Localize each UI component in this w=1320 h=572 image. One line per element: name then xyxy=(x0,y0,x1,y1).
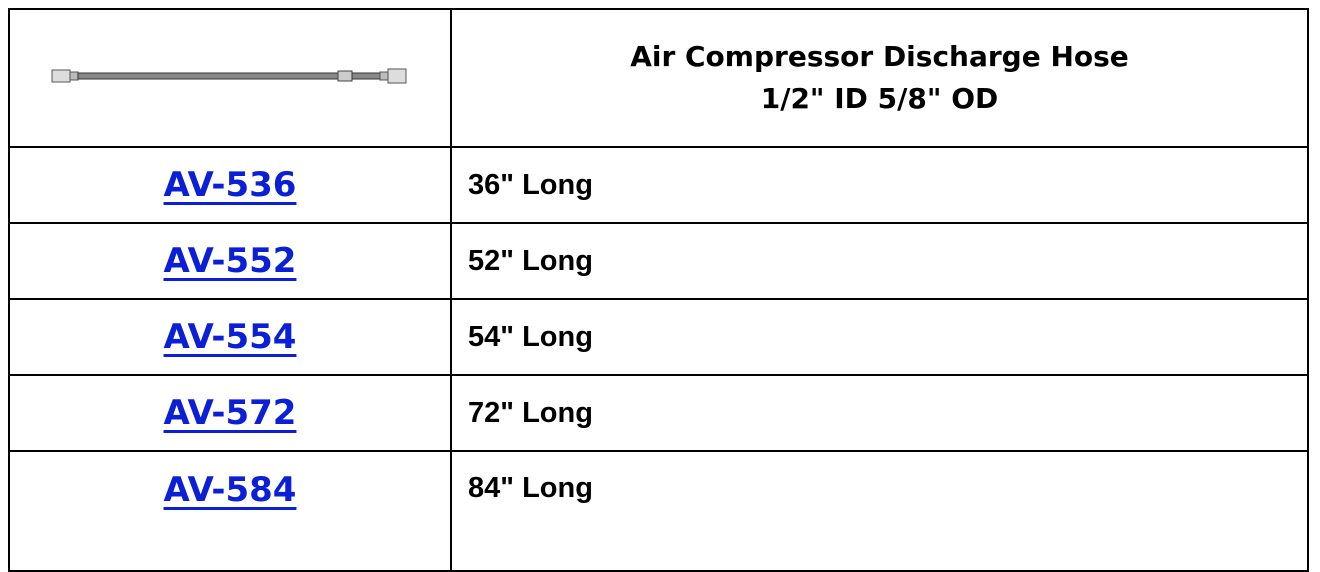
row: AV-572 72" Long xyxy=(9,375,1308,451)
description: 36" Long xyxy=(451,147,1308,223)
part-link[interactable]: AV-536 xyxy=(164,165,297,205)
part-cell: AV-552 xyxy=(9,223,451,299)
part-cell: AV-572 xyxy=(9,375,451,451)
part-cell: AV-584 xyxy=(9,451,451,571)
row: AV-552 52" Long xyxy=(9,223,1308,299)
part-link[interactable]: AV-572 xyxy=(164,393,297,433)
part-link[interactable]: AV-552 xyxy=(164,241,297,281)
description: 52" Long xyxy=(451,223,1308,299)
description: 54" Long xyxy=(451,299,1308,375)
part-cell: AV-536 xyxy=(9,147,451,223)
product-table: Air Compressor Discharge Hose 1/2" ID 5/… xyxy=(8,8,1309,572)
page: Air Compressor Discharge Hose 1/2" ID 5/… xyxy=(0,0,1320,546)
image-cell xyxy=(9,9,451,147)
part-link[interactable]: AV-584 xyxy=(164,470,297,510)
row: AV-554 54" Long xyxy=(9,299,1308,375)
header-row: Air Compressor Discharge Hose 1/2" ID 5/… xyxy=(9,9,1308,147)
hose-image xyxy=(50,64,410,88)
title-line: Air Compressor Discharge Hose xyxy=(452,36,1307,78)
title-cell: Air Compressor Discharge Hose 1/2" ID 5/… xyxy=(451,9,1308,147)
description: 84" Long xyxy=(451,451,1308,571)
part-cell: AV-554 xyxy=(9,299,451,375)
title-line: 1/2" ID 5/8" OD xyxy=(452,78,1307,120)
part-link[interactable]: AV-554 xyxy=(164,317,297,357)
description: 72" Long xyxy=(451,375,1308,451)
row: AV-536 36" Long xyxy=(9,147,1308,223)
row: AV-584 84" Long xyxy=(9,451,1308,571)
